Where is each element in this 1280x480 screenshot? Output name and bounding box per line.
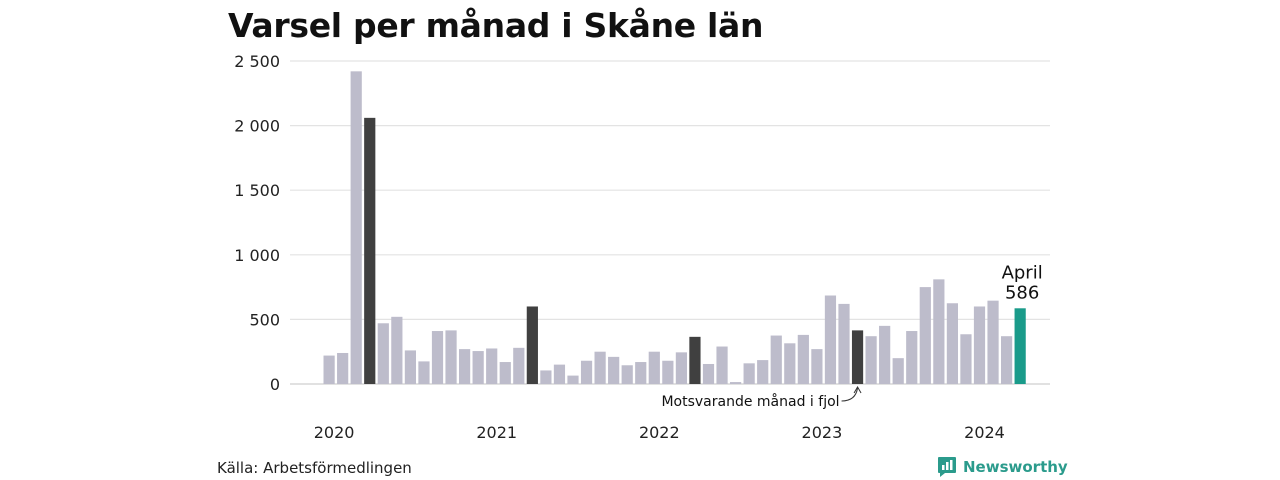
bar-2021-12 [635, 362, 647, 384]
bar-2022-06 [716, 346, 728, 384]
bar-2024-01 [973, 306, 986, 384]
bar-2022-05 [702, 363, 715, 384]
bar-2021-01 [486, 348, 498, 384]
bar-2022-08 [743, 363, 755, 384]
y-tick-label: 0 [270, 375, 280, 394]
bar-2020-03 [350, 71, 362, 384]
bar-2023-03 [838, 303, 850, 384]
bar-2023-08 [906, 331, 918, 384]
x-year-label: 2024 [964, 423, 1005, 442]
bar-2023-02 [824, 295, 837, 384]
bar-2023-04 [851, 330, 864, 384]
brand-logo[interactable]: Newsworthy [937, 456, 1068, 478]
bar-2020-09 [431, 331, 444, 384]
bar-2024-02 [987, 300, 999, 384]
x-axis-year-labels: 2020 2021 2022 2023 2024 [314, 423, 1005, 442]
y-tick-label: 2 500 [234, 52, 280, 71]
bar-2022-04 [689, 336, 701, 384]
bar-2020-12 [472, 351, 484, 384]
bar-2021-09 [594, 351, 606, 384]
bar-2021-03 [513, 347, 525, 384]
bar-2022-10 [770, 335, 782, 384]
bar-2023-05 [865, 336, 877, 384]
y-axis-ticks: 0 500 1 000 1 500 2 000 2 500 [234, 52, 280, 394]
bar-2023-07 [892, 358, 904, 384]
bar-2022-01 [648, 351, 660, 384]
bar-2024-04 [1014, 308, 1026, 384]
x-year-label: 2021 [476, 423, 517, 442]
bar-2022-07 [730, 382, 742, 384]
bar-2023-10 [933, 279, 945, 384]
bar-2021-04 [526, 306, 538, 384]
bar-2024-03 [1001, 336, 1013, 384]
bar-2023-12 [960, 334, 972, 384]
newsworthy-logo-icon [938, 457, 956, 477]
bar-2023-11 [946, 303, 958, 384]
bar-2021-10 [608, 356, 620, 384]
bar-2020-05 [377, 323, 389, 384]
annotation-previous-year: Motsvarande månad i fjol [661, 393, 839, 410]
chart-title: Varsel per månad i Skåne län [228, 6, 764, 45]
y-tick-label: 1 500 [234, 181, 280, 200]
source-note: Källa: Arbetsförmedlingen [217, 459, 412, 477]
bar-2023-06 [879, 325, 891, 384]
bar-2020-06 [391, 316, 403, 384]
x-year-label: 2023 [802, 423, 843, 442]
bar-2021-11 [621, 365, 633, 384]
annotation-month: April [1002, 262, 1043, 283]
bar-2020-08 [418, 361, 430, 384]
bar-2021-08 [580, 360, 593, 384]
annotation-value: 586 [1005, 282, 1039, 303]
y-tick-label: 500 [249, 310, 280, 329]
bar-2022-02 [662, 360, 674, 384]
bar-2022-09 [757, 360, 769, 384]
bar-2020-04 [364, 117, 376, 385]
y-tick-label: 1 000 [234, 246, 280, 265]
bar-2023-01 [811, 349, 823, 384]
bar-2022-12 [797, 334, 809, 384]
bars [323, 71, 1026, 385]
bar-2020-07 [404, 350, 416, 384]
gridlines [290, 60, 1050, 385]
bar-2020-10 [445, 330, 457, 384]
bar-2021-07 [567, 375, 579, 384]
bar-2021-02 [499, 362, 511, 384]
annotation-arrowhead [853, 386, 862, 394]
bar-2023-09 [919, 287, 931, 384]
brand-name: Newsworthy [963, 458, 1068, 476]
x-year-label: 2020 [314, 423, 355, 442]
bar-2021-05 [540, 370, 552, 384]
bar-2022-03 [675, 352, 687, 384]
x-year-label: 2022 [639, 423, 680, 442]
bar-2020-02 [337, 352, 349, 384]
bar-2021-06 [553, 364, 566, 384]
y-tick-label: 2 000 [234, 117, 280, 136]
bar-2022-11 [784, 343, 796, 384]
annotation-arrow [841, 387, 859, 402]
bar-2020-11 [459, 349, 471, 384]
bar-2020-01 [323, 355, 335, 384]
